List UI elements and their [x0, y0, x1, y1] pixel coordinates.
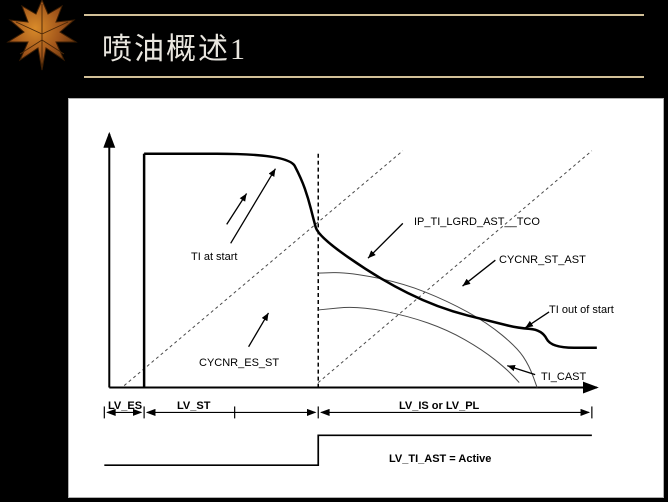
annot-ti_out: TI out of start	[549, 304, 614, 316]
lv-ti-ast-label: LV_TI_AST = Active	[389, 453, 491, 465]
annot-arrow	[249, 313, 269, 347]
annot-arrow	[525, 312, 549, 328]
annot-cycnr_es_st: CYCNR_ES_ST	[199, 357, 279, 369]
annot-arrow	[368, 223, 403, 258]
digital-trace	[104, 435, 592, 465]
annot-arrow	[231, 169, 276, 244]
diag-dash	[124, 151, 403, 386]
diag-dash	[318, 151, 592, 383]
header-bar: 喷油概述1	[84, 14, 644, 78]
annot-ti_cast: TI_CAST	[541, 371, 586, 383]
annot-ip_ti_lgrd: IP_TI_LGRD_AST__TCO	[414, 216, 540, 228]
annot-ti_at_start: TI at start	[191, 251, 237, 263]
chart-svg	[69, 99, 663, 497]
annot-arrow	[227, 194, 247, 225]
axis-lv-st: LV_ST	[177, 400, 210, 412]
annot-cycnr_st_ast: CYCNR_ST_AST	[499, 254, 586, 266]
maple-leaf-icon	[2, 0, 82, 74]
axis-lv-es: LV_ES	[108, 400, 142, 412]
thin-curve	[318, 307, 519, 382]
annot-arrow	[463, 260, 496, 286]
axis-lv-is-pl: LV_IS or LV_PL	[399, 400, 479, 412]
chart-panel: LV_ES LV_ST LV_IS or LV_PL LV_TI_AST = Acti…	[68, 98, 664, 498]
page-title: 喷油概述1	[84, 24, 247, 68]
